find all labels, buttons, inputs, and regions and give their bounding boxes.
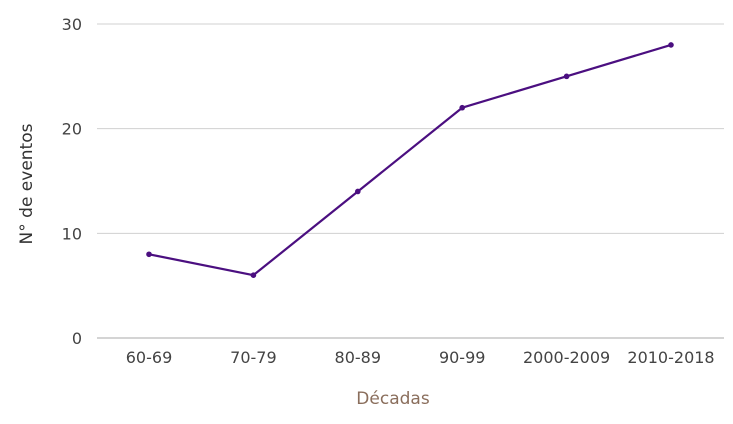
x-tick-label: 2000-2009 (523, 348, 610, 367)
x-tick-label: 60-69 (126, 348, 173, 367)
x-tick-label: 70-79 (230, 348, 277, 367)
y-tick-label: 20 (62, 120, 82, 139)
x-tick-label: 80-89 (335, 348, 382, 367)
data-point (146, 251, 152, 258)
x-axis-title: Décadas (356, 389, 430, 409)
data-point (459, 104, 466, 111)
y-tick-label: 0 (72, 329, 82, 348)
data-point (668, 42, 674, 48)
y-axis-ticks: 0 10 20 30 (62, 15, 82, 348)
x-tick-label: 90-99 (439, 348, 486, 367)
data-point (250, 272, 257, 279)
data-point (355, 188, 361, 195)
x-axis-ticks: 60-69 70-79 80-89 90-99 2000-2009 2010-2018 (126, 348, 715, 367)
series-line (148, 43, 672, 277)
x-tick-label: 2010-2018 (627, 348, 714, 367)
y-tick-label: 30 (62, 15, 82, 34)
gridlines (97, 23, 724, 339)
y-tick-label: 10 (62, 224, 82, 243)
data-point (563, 73, 570, 80)
y-axis-title: N° de eventos (17, 123, 37, 244)
series-group (146, 42, 674, 279)
